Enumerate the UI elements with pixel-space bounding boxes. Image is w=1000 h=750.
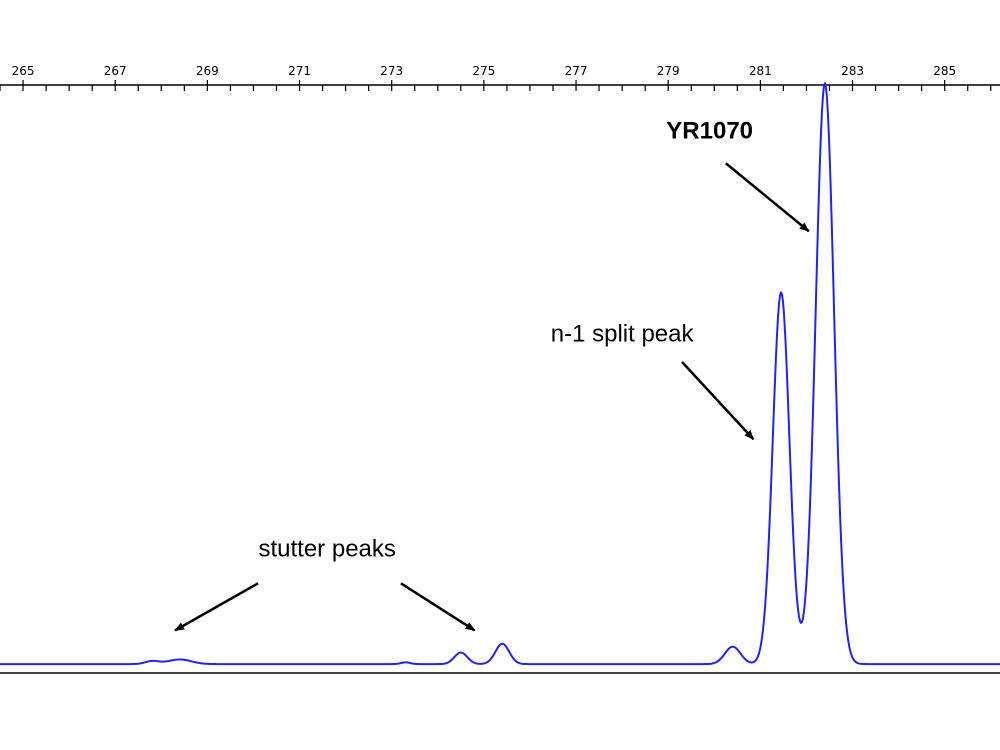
annotation-label: YR1070 — [666, 117, 753, 144]
x-tick-label: 265 — [12, 64, 35, 78]
x-tick-label: 275 — [472, 64, 495, 78]
x-axis-tick-labels: 265 267 269 271 273 275 277 279 281 283 285 — [12, 64, 957, 78]
x-tick-label: 285 — [933, 64, 956, 78]
x-tick-label: 269 — [196, 64, 219, 78]
annotation-arrow — [681, 361, 755, 441]
annotations-group: YR1070 n-1 split peak stutter peaks — [174, 117, 810, 632]
series-group — [0, 82, 1000, 666]
series-line — [0, 82, 1000, 666]
annotation-arrow — [400, 582, 476, 632]
x-axis-ticks — [0, 80, 992, 91]
annotation-arrow — [725, 162, 810, 233]
x-tick-label: 271 — [288, 64, 311, 78]
x-tick-label: 281 — [749, 64, 772, 78]
x-tick-label: 277 — [565, 64, 588, 78]
x-tick-label: 283 — [841, 64, 864, 78]
x-tick-label: 273 — [380, 64, 403, 78]
annotation-label: n-1 split peak — [551, 321, 695, 348]
annotation-arrow — [174, 582, 259, 632]
x-tick-label: 279 — [657, 64, 680, 78]
x-tick-label: 267 — [104, 64, 127, 78]
annotation-label: stutter peaks — [258, 536, 395, 563]
